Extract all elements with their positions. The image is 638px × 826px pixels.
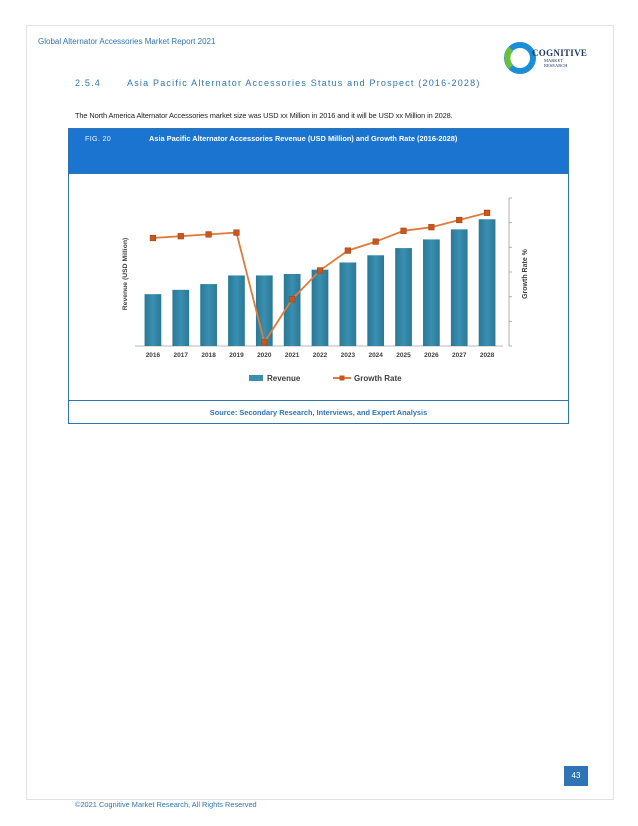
growth-rate-point	[205, 231, 212, 238]
growth-rate-point	[483, 209, 491, 216]
growth-rate-point	[456, 216, 463, 224]
logo-text: COGNITIVE MARKET RESEARCH	[532, 48, 587, 68]
x-tick-label: 2024	[368, 352, 383, 359]
revenue-bar	[283, 274, 301, 346]
revenue-bar	[478, 219, 496, 346]
revenue-bar	[339, 262, 357, 346]
company-logo: COGNITIVE MARKET RESEARCH	[502, 37, 587, 79]
growth-rate-point	[372, 238, 379, 245]
figure-header: FIG. 20 Asia Pacific Alternator Accessor…	[69, 129, 568, 173]
figure-label: FIG. 20	[85, 134, 112, 143]
page-number: 43	[564, 766, 588, 786]
growth-rate-point	[400, 227, 407, 234]
growth-rate-point	[261, 339, 268, 346]
legend-growth-marker	[339, 375, 345, 381]
x-tick-label: 2020	[257, 352, 272, 359]
figure-title: Asia Pacific Alternator Accessories Reve…	[149, 134, 458, 143]
x-tick-label: 2025	[396, 352, 411, 359]
x-tick-label: 2018	[201, 352, 216, 359]
growth-rate-point	[233, 229, 240, 236]
revenue-bar	[172, 289, 190, 346]
revenue-bar	[144, 294, 162, 346]
section-heading: 2.5.4 Asia Pacific Alternator Accessories…	[75, 78, 481, 88]
chart-svg: 2016 2017 2018 2019 2020 2021 2022 2023 2024 2025…	[122, 197, 529, 383]
figure-source: Source: Secondary Research, Interviews, …	[209, 408, 428, 417]
x-tick-label: 2016	[146, 352, 161, 359]
growth-rate-point	[177, 233, 184, 240]
chart-area: 2016 2017 2018 2019 2020 2021 2022 2023 2024 2025…	[69, 173, 568, 401]
growth-rate-point	[344, 247, 351, 254]
growth-rate-point	[316, 267, 324, 274]
revenue-bar	[228, 275, 245, 346]
revenue-bar	[311, 269, 329, 346]
y-axis-left-title: Revenue (USD Million)	[122, 238, 129, 311]
revenue-bar	[395, 248, 412, 346]
copyright-footer: ©2021 Cognitive Market Research, All Rig…	[75, 800, 257, 809]
logo-brand: COGNITIVE	[532, 48, 588, 58]
growth-rate-point	[289, 296, 296, 303]
x-tick-label: 2026	[424, 352, 439, 359]
revenue-bar	[255, 275, 273, 346]
logo-sub-research: RESEARCH	[544, 63, 568, 68]
logo-ring-icon	[504, 42, 536, 74]
x-tick-label: 2023	[341, 352, 356, 359]
logo-sub-market: MARKET	[544, 58, 563, 63]
legend-revenue-label: Revenue	[267, 374, 301, 383]
x-tick-label: 2019	[229, 352, 244, 359]
body-paragraph: The North America Alternator Accessories…	[75, 111, 453, 120]
x-tick-label: 2027	[452, 352, 467, 359]
growth-rate-point	[428, 224, 435, 231]
legend-growth-label: Growth Rate	[354, 374, 402, 383]
growth-rate-point	[149, 234, 157, 242]
revenue-bar	[367, 255, 385, 346]
y-axis-right-title: Growth Rate %	[522, 248, 529, 299]
x-tick-label: 2021	[285, 352, 300, 359]
x-tick-label: 2028	[480, 352, 495, 359]
x-tick-label: 2017	[174, 352, 189, 359]
revenue-bar	[450, 229, 468, 346]
source-row: Source: Secondary Research, Interviews, …	[69, 402, 568, 423]
report-header-title: Global Alternator Accessories Market Rep…	[38, 37, 216, 46]
section-number: 2.5.4	[75, 78, 102, 88]
revenue-bar	[200, 284, 217, 346]
section-title: Asia Pacific Alternator Accessories Stat…	[127, 78, 481, 88]
revenue-bar	[423, 239, 440, 346]
x-tick-label: 2022	[313, 352, 328, 359]
legend-revenue-swatch	[249, 375, 263, 381]
page-frame	[26, 25, 614, 800]
figure-box: FIG. 20 Asia Pacific Alternator Accessor…	[68, 128, 569, 424]
